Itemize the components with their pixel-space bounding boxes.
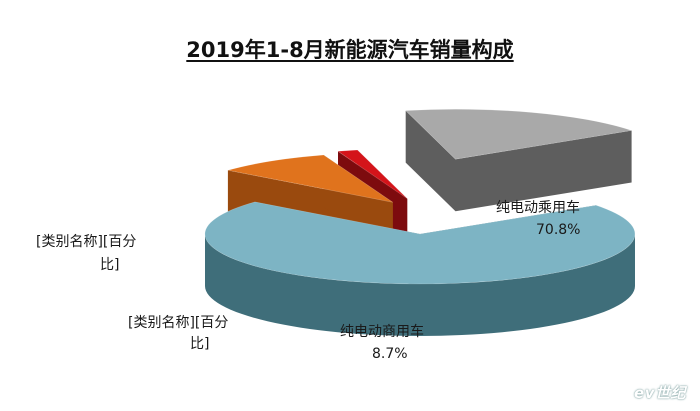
data-label-category: 纯电动商用车 bbox=[340, 324, 424, 340]
pie-slice bbox=[405, 108, 632, 160]
pie-slice bbox=[204, 201, 636, 285]
data-label-placeholder: 比] bbox=[100, 257, 120, 273]
data-label-percent: 8.7% bbox=[372, 346, 408, 362]
data-label-placeholder: 比] bbox=[190, 336, 210, 352]
chart-title: 2019年1-8月新能源汽车销量构成 bbox=[186, 38, 514, 62]
pie-slice-group bbox=[204, 201, 636, 336]
pie-slice bbox=[337, 149, 408, 199]
pie-slice-wall bbox=[405, 110, 456, 212]
data-label-category: 纯电动乘用车 bbox=[496, 200, 580, 216]
watermark-logo: ev世纪 bbox=[634, 384, 686, 402]
pie-slice-wall bbox=[455, 130, 632, 212]
pie-slice-group bbox=[405, 108, 632, 212]
data-label-placeholder: [类别名称][百分 bbox=[128, 315, 229, 331]
pie-slice bbox=[227, 154, 393, 203]
data-label-placeholder: [类别名称][百分 bbox=[36, 234, 137, 250]
pie-slice-rim bbox=[205, 234, 635, 336]
data-label-percent: 70.8% bbox=[536, 222, 581, 238]
